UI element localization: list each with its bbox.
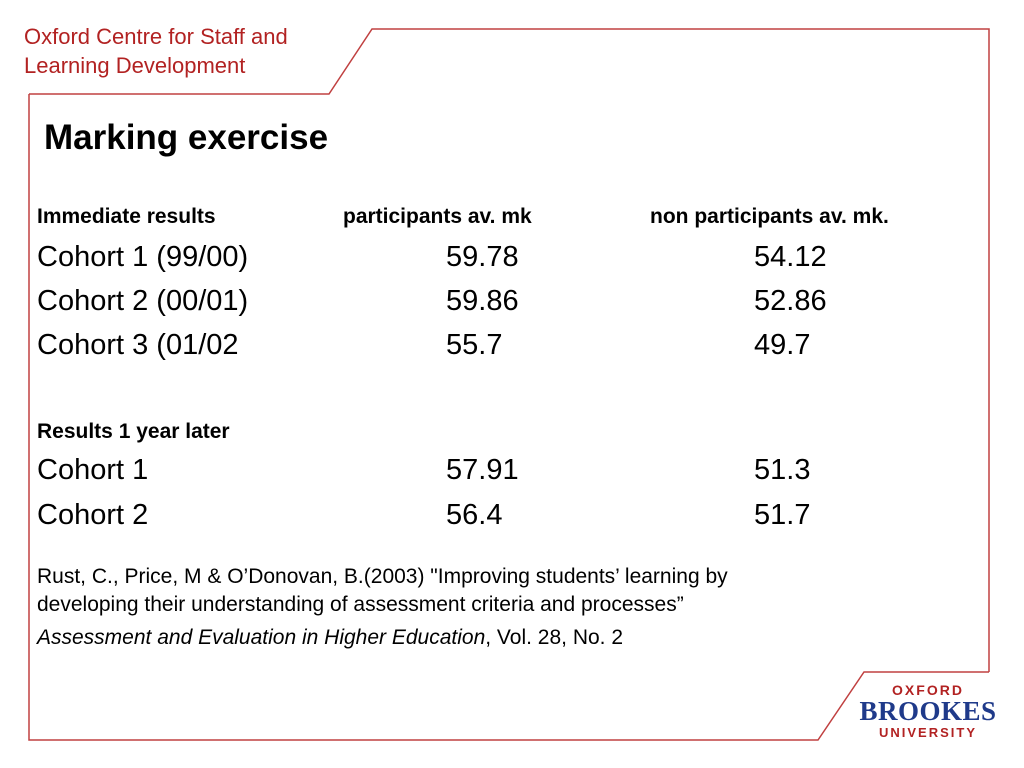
participants-value: 56.4 xyxy=(446,499,503,531)
logo-line-1: OXFORD xyxy=(892,682,964,698)
journal-title: Assessment and Evaluation in Higher Educ… xyxy=(37,626,486,649)
citation-journal-line: Assessment and Evaluation in Higher Educ… xyxy=(37,624,623,652)
non-participants-value: 51.3 xyxy=(754,454,811,486)
org-line-1: Oxford Centre for Staff and xyxy=(24,24,288,49)
participants-column-header: participants av. mk xyxy=(343,205,532,228)
participants-value: 55.7 xyxy=(446,329,503,361)
non-participants-value: 49.7 xyxy=(754,329,811,361)
non-participants-value: 54.12 xyxy=(754,241,827,273)
immediate-results-heading: Immediate results xyxy=(37,205,216,228)
row-label: Cohort 1 xyxy=(37,454,149,486)
non-participants-value: 52.86 xyxy=(754,285,827,317)
participants-value: 59.78 xyxy=(446,241,519,273)
row-label: Cohort 3 (01/02 xyxy=(37,329,239,361)
citation-line-1: Rust, C., Price, M & O’Donovan, B.(2003)… xyxy=(37,565,728,588)
non-participants-value: 51.7 xyxy=(754,499,811,531)
participants-value: 57.91 xyxy=(446,454,519,486)
oxford-brookes-logo: OXFORD BROOKES UNIVERSITY xyxy=(858,682,998,741)
citation-line-2: developing their understanding of assess… xyxy=(37,593,684,616)
logo-line-3: UNIVERSITY xyxy=(878,725,977,740)
row-label: Cohort 2 (00/01) xyxy=(37,285,249,317)
organization-name: Oxford Centre for Staff and Learning Dev… xyxy=(24,22,288,80)
logo-line-2: BROOKES xyxy=(859,696,997,726)
results-later-heading: Results 1 year later xyxy=(37,420,230,443)
journal-details: , Vol. 28, No. 2 xyxy=(485,626,624,649)
row-label: Cohort 2 xyxy=(37,499,149,531)
row-label: Cohort 1 (99/00) xyxy=(37,241,249,273)
slide-title: Marking exercise xyxy=(44,118,329,157)
participants-value: 59.86 xyxy=(446,285,519,317)
org-line-2: Learning Development xyxy=(24,53,246,78)
non-participants-column-header: non participants av. mk. xyxy=(650,205,889,228)
